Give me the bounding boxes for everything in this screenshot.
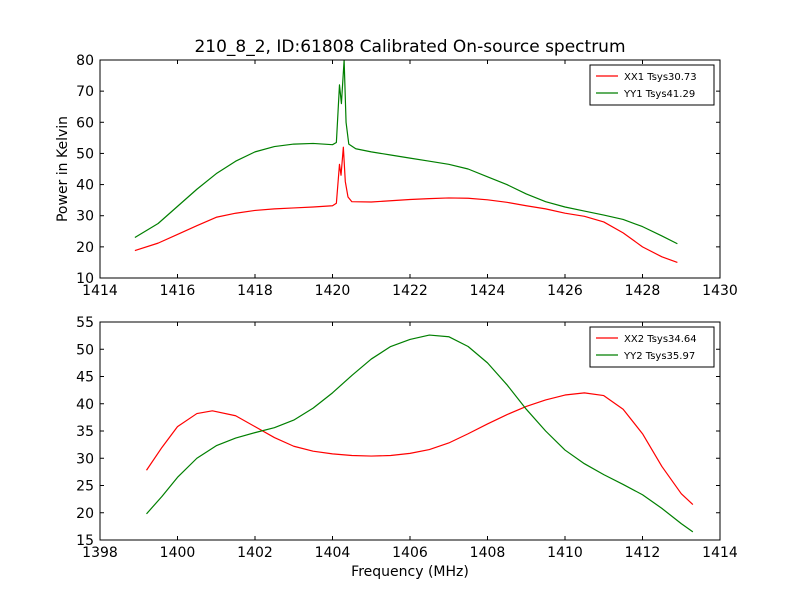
- x-tick-label: 1430: [702, 283, 738, 299]
- y-tick-label: 50: [76, 342, 94, 358]
- y-tick-label: 35: [76, 424, 94, 440]
- series-line-xx1: [134, 146, 678, 263]
- x-tick-label: 1406: [392, 545, 428, 561]
- series-line-xx2: [146, 392, 694, 506]
- x-tick-label: 1422: [392, 283, 428, 299]
- x-tick-label: 1424: [470, 283, 506, 299]
- y-tick-label: 70: [76, 84, 94, 100]
- y-tick-label: 30: [76, 209, 94, 225]
- x-tick-label: 1426: [547, 283, 583, 299]
- legend-label: YY1 Tsys41.29: [623, 89, 695, 100]
- x-tick-label: 1428: [625, 283, 661, 299]
- legend-label: YY2 Tsys35.97: [623, 351, 695, 362]
- legend: XX1 Tsys30.73 YY1 Tsys41.29: [589, 64, 715, 106]
- legend: XX2 Tsys34.64 YY2 Tsys35.97: [589, 326, 715, 368]
- x-axis-label: Frequency (MHz): [351, 564, 469, 580]
- y-tick-label: 15: [76, 533, 94, 549]
- y-tick-label: 20: [76, 506, 94, 522]
- y-axis-label: Power in Kelvin: [55, 116, 71, 222]
- figure-title: 210_8_2, ID:61808 Calibrated On-source s…: [194, 37, 625, 57]
- y-tick-label: 20: [76, 240, 94, 256]
- x-tick-label: 1408: [470, 545, 506, 561]
- y-tick-label: 40: [76, 397, 94, 413]
- y-tick-label: 40: [76, 178, 94, 194]
- y-tick-label: 30: [76, 451, 94, 467]
- bottom-plot: 1398 1400 1402 1404 1406 1408 1410 1412 1414 15 20…: [76, 315, 738, 580]
- y-tick-label: 80: [76, 53, 94, 69]
- y-tick-label: 55: [76, 315, 94, 331]
- x-tick-label: 1416: [160, 283, 196, 299]
- x-tick-label: 1400: [160, 545, 196, 561]
- x-tick-label: 1420: [315, 283, 351, 299]
- x-tick-label: 1418: [237, 283, 273, 299]
- y-tick-label: 10: [76, 271, 94, 287]
- x-tick-label: 1410: [547, 545, 583, 561]
- legend-label: XX2 Tsys34.64: [624, 334, 697, 345]
- top-plot: 1414 1416 1418 1420 1422 1424 1426 1428 1430 10 20…: [55, 53, 738, 299]
- x-tick-label: 1404: [315, 545, 351, 561]
- x-tick-label: 1398: [82, 545, 118, 561]
- x-tick-label: 1412: [625, 545, 661, 561]
- y-tick-label: 45: [76, 370, 94, 386]
- y-tick-label: 25: [76, 479, 94, 495]
- x-tick-label: 1414: [82, 283, 118, 299]
- y-tick-label: 60: [76, 115, 94, 131]
- legend-label: XX1 Tsys30.73: [624, 72, 697, 83]
- x-tick-label: 1402: [237, 545, 273, 561]
- y-tick-label: 50: [76, 146, 94, 162]
- x-tick-label: 1414: [702, 545, 738, 561]
- series-line-yy2: [146, 334, 694, 533]
- series-line-yy1: [134, 60, 678, 245]
